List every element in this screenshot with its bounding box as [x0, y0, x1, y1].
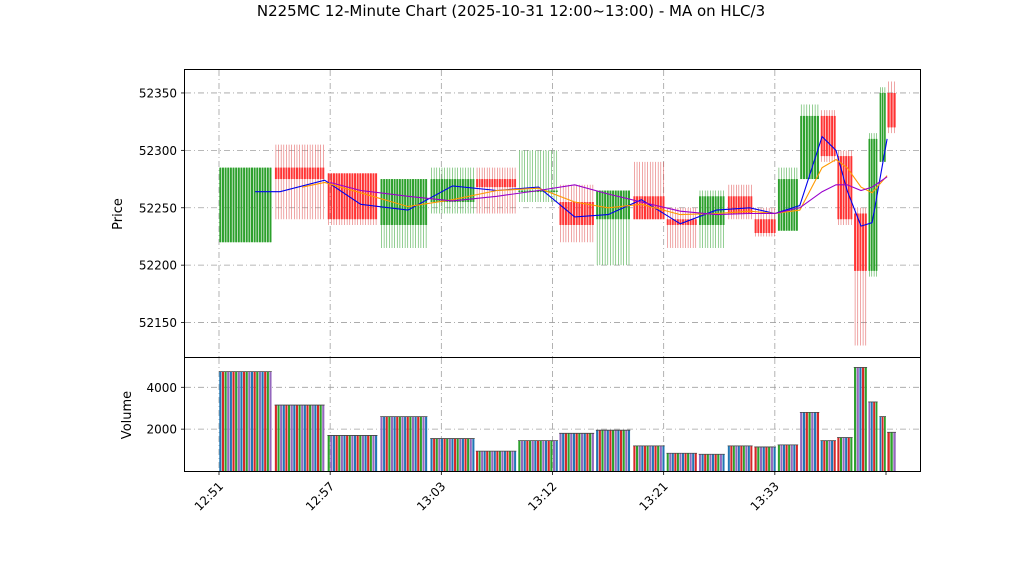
candle-body-16 [820, 115, 836, 157]
price-tick-label-4: 52350 [139, 86, 177, 100]
candle-body-20 [879, 92, 886, 162]
ma-lines [255, 135, 888, 227]
volume-bar-0 [219, 371, 272, 471]
candle-body-9 [633, 196, 665, 220]
price-tick-label-2: 52250 [139, 201, 177, 215]
volume-bar-13 [754, 446, 776, 471]
candle-wicks-1 [275, 144, 324, 220]
volume-bar-9 [633, 445, 665, 471]
volume-bar-4 [430, 438, 475, 471]
price-y-ticks: 52150 52200 52250 52300 52350 [139, 86, 185, 330]
volume-bar-3 [380, 416, 428, 471]
price-tick-label-0: 52150 [139, 316, 177, 330]
x-tick-label-1: 12:57 [303, 479, 337, 513]
candle-body-4 [430, 179, 475, 203]
candle-body-21 [887, 92, 896, 128]
candle-body-3 [380, 179, 428, 225]
volume-bar-18 [853, 367, 868, 471]
candle-body-11 [699, 196, 725, 225]
x-tick-label-5: 13:33 [748, 479, 782, 513]
ma-line-1 [302, 158, 888, 216]
candle-wicks-6 [519, 150, 558, 203]
x-tick-label-4: 13:21 [636, 479, 670, 513]
price-axis-label: Price [111, 198, 126, 230]
ma-line-0 [255, 135, 888, 227]
volume-y-ticks: 2000 4000 [146, 381, 185, 437]
candle-body-18 [854, 213, 867, 271]
volume-tick-label-0: 2000 [146, 423, 177, 437]
volume-bar-5 [475, 450, 517, 471]
x-tick-label-3: 13:12 [525, 479, 559, 513]
x-ticks: 12:51 12:57 13:03 13:12 13:21 13:33 [192, 471, 887, 514]
volume-bar-1 [274, 404, 325, 471]
candle-body-15 [800, 115, 819, 180]
volume-bar-7 [559, 432, 595, 471]
volume-bar-2 [327, 435, 378, 471]
chart-title: N225MC 12-Minute Chart (2025-10-31 12:00… [257, 2, 765, 20]
volume-bar-17 [837, 437, 853, 471]
candle-body-7 [559, 202, 594, 225]
candle-body-13 [754, 219, 776, 234]
candle-body-12 [727, 196, 753, 214]
volume-bar-6 [518, 440, 559, 471]
volume-bar-15 [799, 412, 820, 471]
volume-bar-19 [868, 401, 878, 471]
volume-bar-11 [698, 453, 725, 471]
volume-bar-10 [666, 452, 698, 471]
candle-body-14 [777, 179, 798, 231]
candle-wicks-3 [381, 179, 427, 248]
x-tick-label-2: 13:03 [414, 479, 448, 513]
ma-line-2 [330, 176, 888, 216]
x-tick-label-0: 12:51 [192, 479, 226, 513]
volume-axis-label: Volume [120, 391, 135, 439]
volume-tick-label-1: 4000 [146, 381, 177, 395]
candle-body-19 [868, 138, 878, 271]
price-tick-label-3: 52300 [139, 144, 177, 158]
price-tick-label-1: 52200 [139, 259, 177, 273]
volume-bar-8 [595, 429, 631, 471]
volume-bars [219, 367, 897, 471]
candle-body-2 [327, 173, 378, 220]
volume-bar-16 [820, 440, 836, 471]
volume-bar-14 [777, 444, 799, 471]
volume-bar-20 [879, 416, 886, 471]
volume-bar-12 [727, 445, 753, 471]
volume-bar-21 [887, 431, 897, 471]
candle-body-5 [476, 179, 517, 188]
candle-body-0 [219, 167, 272, 243]
candle-body-1 [274, 167, 325, 180]
price-bodies [219, 92, 896, 271]
